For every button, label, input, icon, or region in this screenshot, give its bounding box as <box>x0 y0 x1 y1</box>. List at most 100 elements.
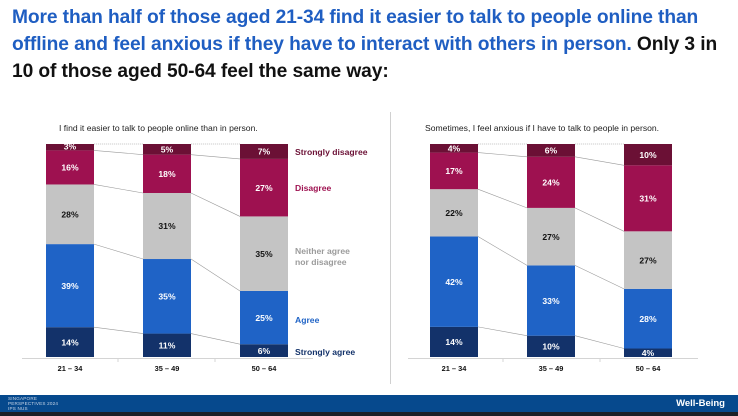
bar-segment-strongly-agree <box>430 326 478 357</box>
bar-segment-strongly-disagree <box>624 144 672 166</box>
data-label: 6% <box>258 346 271 356</box>
bar-segment-agree <box>624 288 672 349</box>
bar-segment-disagree <box>240 158 288 217</box>
stacked-bar-charts: 14% 39% 28% 16% 3% 11% 35% 31% 18% 5% 6% 25% 35% 27% 7… <box>22 141 698 373</box>
legend-strongly-agree: Strongly agree <box>295 347 355 357</box>
x-tick-label: 50 – 64 <box>252 364 278 373</box>
connector-line <box>574 207 625 232</box>
connector-line <box>190 192 241 217</box>
data-label: 27% <box>639 255 657 265</box>
data-label: 11% <box>159 340 176 350</box>
connector-line <box>477 188 528 209</box>
data-label: 31% <box>158 221 176 231</box>
x-tick-label: 50 – 64 <box>636 364 662 373</box>
data-label: 7% <box>258 147 271 157</box>
legend-strongly-disagree: Strongly disagree <box>295 147 368 157</box>
headline-blue-text: More than half of those aged 21-34 find … <box>12 7 699 55</box>
bar-segment-disagree <box>624 165 672 232</box>
connector-line <box>190 333 241 345</box>
connector-line <box>574 156 625 166</box>
connector-line <box>190 154 241 160</box>
chart-divider <box>390 112 391 384</box>
connector-line <box>477 326 528 336</box>
bar-segment-agree <box>527 265 575 336</box>
chart-online: 14% 39% 28% 16% 3% 11% 35% 31% 18% 5% 6% 25% 35% 27% 7… <box>22 141 368 373</box>
bar-segment-disagree <box>430 152 478 190</box>
data-label: 18% <box>158 169 176 179</box>
data-label: 10% <box>639 150 657 160</box>
data-label: 6% <box>545 146 558 156</box>
bar-segment-strongly-disagree <box>430 144 478 153</box>
bar-segment-neither-agree-nor-disagree <box>46 184 94 245</box>
connector-line <box>93 326 144 334</box>
chart-online-title: I find it easier to talk to people onlin… <box>59 123 258 133</box>
connector-line <box>93 150 144 155</box>
data-label: 42% <box>445 277 463 287</box>
bar-segment-neither-agree-nor-disagree <box>527 207 575 266</box>
section-label: Well-Being <box>676 398 725 409</box>
logo-line-1: SINGAPORE <box>8 396 38 401</box>
data-label: 24% <box>542 178 560 188</box>
legend-neither-line2: nor disagree <box>295 257 347 267</box>
legend-agree: Agree <box>295 315 320 325</box>
bar-segment-strongly-agree <box>527 335 575 357</box>
legend-disagree: Disagree <box>295 183 332 193</box>
connector-line <box>477 236 528 266</box>
data-label: 10% <box>542 342 560 352</box>
connector-line <box>477 152 528 158</box>
data-label: 35% <box>158 291 176 301</box>
chart-anxious: 14% 42% 22% 17% 4% 10% 33% 27% 24% 6% 4% 28% 27% 31% 1… <box>408 144 698 373</box>
bar-segment-neither-agree-nor-disagree <box>143 192 191 260</box>
headline-dark-text: Only 3 in 10 of those aged 50-64 feel th… <box>12 34 718 82</box>
data-label: 28% <box>61 209 79 219</box>
x-tick-label: 21 – 34 <box>442 364 468 373</box>
x-tick-label: 21 – 34 <box>58 364 84 373</box>
bar-segment-strongly-disagree <box>46 144 94 151</box>
data-label: 14% <box>61 337 79 347</box>
bar-segment-strongly-disagree <box>143 144 191 155</box>
bar-segment-disagree <box>143 154 191 193</box>
data-label: 14% <box>445 337 463 347</box>
data-label: 31% <box>639 194 657 204</box>
data-label: 3% <box>64 141 77 151</box>
data-label: 28% <box>639 314 657 324</box>
connector-line <box>93 184 144 194</box>
bar-segment-neither-agree-nor-disagree <box>430 189 478 237</box>
data-label: 4% <box>448 144 461 154</box>
data-label: 33% <box>542 296 560 306</box>
bar-segment-disagree <box>46 150 94 185</box>
footer-bar <box>0 395 738 412</box>
logo-line-2: PERSPECTIVES 2024 <box>8 400 59 406</box>
data-label: 4% <box>642 348 655 358</box>
x-tick-label: 35 – 49 <box>539 364 564 373</box>
bar-segment-agree <box>430 236 478 327</box>
connector-line <box>574 335 625 349</box>
connector-line <box>93 243 144 260</box>
data-label: 39% <box>61 281 79 291</box>
bar-segment-disagree <box>527 156 575 208</box>
connector-line <box>574 265 625 290</box>
singapore-perspectives-logo: SINGAPORE PERSPECTIVES 2024 IPS NUS <box>8 396 59 411</box>
data-label: 5% <box>161 145 174 155</box>
bar-segment-strongly-disagree <box>240 144 288 159</box>
bar-segment-agree <box>46 244 94 328</box>
footer-strip <box>0 412 738 416</box>
x-tick-label: 35 – 49 <box>155 364 180 373</box>
legend-neither-line1: Neither agree <box>295 246 350 256</box>
chart-anxious-title: Sometimes, I feel anxious if I have to t… <box>425 123 660 133</box>
bar-segment-strongly-agree <box>624 348 672 357</box>
data-label: 25% <box>255 313 273 323</box>
data-label: 27% <box>255 183 273 193</box>
data-label: 22% <box>445 208 463 218</box>
data-label: 17% <box>445 166 463 176</box>
data-label: 16% <box>61 163 79 173</box>
headline: More than half of those aged 21-34 find … <box>12 4 732 85</box>
bar-segment-neither-agree-nor-disagree <box>624 231 672 289</box>
data-label: 35% <box>255 249 273 259</box>
bar-segment-strongly-agree <box>143 333 191 357</box>
data-label: 27% <box>542 232 560 242</box>
connector-line <box>190 258 241 292</box>
bar-segment-agree <box>240 290 288 345</box>
bar-segment-strongly-disagree <box>527 144 575 157</box>
bar-segment-neither-agree-nor-disagree <box>240 216 288 291</box>
